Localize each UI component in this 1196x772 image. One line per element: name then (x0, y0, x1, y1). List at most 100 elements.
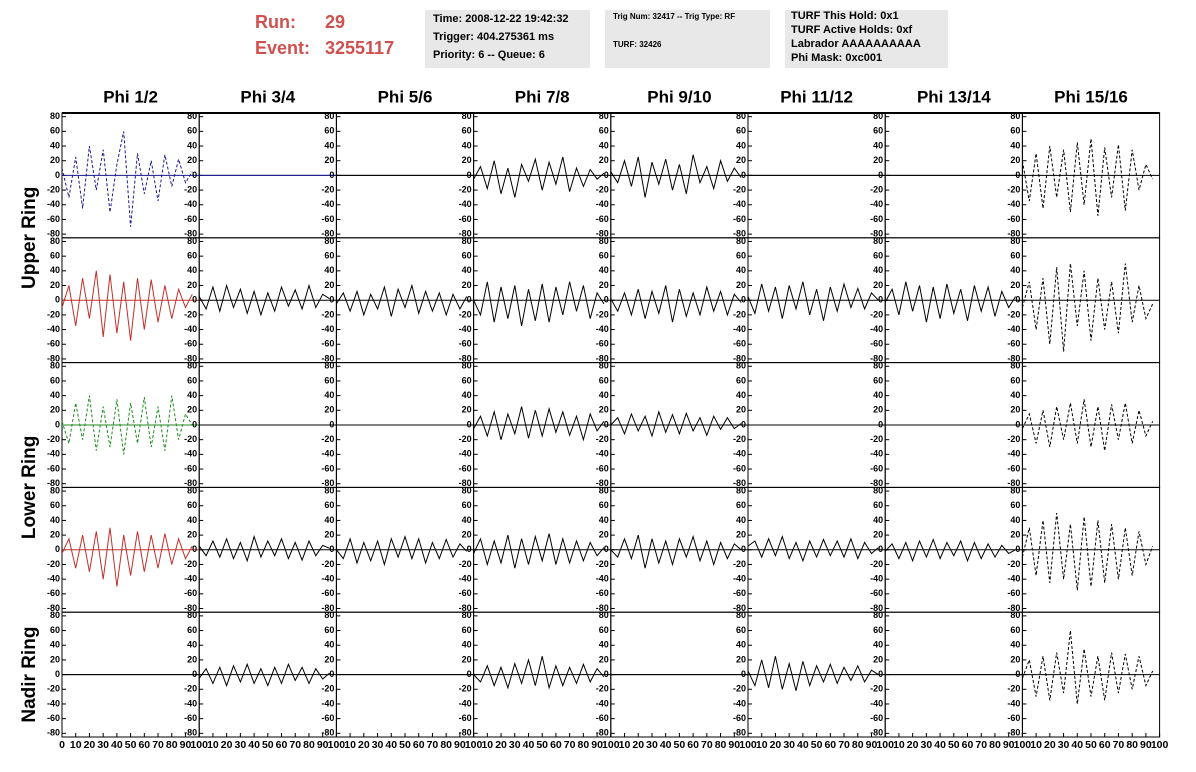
y-tick-label: 0 (878, 669, 883, 679)
x-tick-label: 60 (824, 739, 836, 751)
y-tick-label: -40 (459, 698, 472, 708)
x-tick-label: 60 (138, 739, 150, 751)
y-tick-label: 40 (736, 390, 746, 400)
x-tick-label: 50 (125, 739, 137, 751)
y-tick-label: -20 (733, 184, 746, 194)
y-tick-label: 40 (462, 140, 472, 150)
y-tick-label: 40 (873, 140, 883, 150)
y-tick-label: 80 (736, 610, 746, 620)
x-tick-label: 40 (934, 739, 946, 751)
y-tick-label: 20 (462, 155, 472, 165)
y-tick-label: -80 (184, 229, 197, 239)
x-tick-label: 50 (1085, 739, 1097, 751)
y-tick-label: -60 (596, 463, 609, 473)
y-tick-label: -60 (733, 463, 746, 473)
info-box (785, 10, 948, 68)
y-tick-label: 40 (50, 390, 60, 400)
x-tick-label: 80 (440, 739, 452, 751)
x-tick-label: 40 (797, 739, 809, 751)
y-tick-label: -60 (321, 463, 334, 473)
y-tick-label: -80 (870, 229, 883, 239)
y-tick-label: -40 (870, 698, 883, 708)
y-tick-label: -40 (733, 574, 746, 584)
y-tick-label: -60 (47, 588, 60, 598)
y-tick-label: -80 (870, 478, 883, 488)
y-tick-label: 0 (741, 669, 746, 679)
y-tick-label: 40 (50, 140, 60, 150)
y-tick-label: 0 (604, 669, 609, 679)
y-tick-label: 40 (599, 390, 609, 400)
waveform (61, 395, 193, 455)
y-tick-label: -60 (1007, 588, 1020, 598)
y-tick-label: 0 (604, 295, 609, 305)
y-tick-label: -20 (596, 434, 609, 444)
y-tick-label: 0 (878, 295, 883, 305)
x-tick-label: 30 (235, 739, 247, 751)
y-tick-label: 60 (873, 126, 883, 136)
y-tick-label: -20 (1007, 434, 1020, 444)
y-tick-label: -60 (459, 588, 472, 598)
y-tick-label: 80 (1010, 485, 1020, 495)
column-header: Phi 15/16 (1054, 87, 1128, 106)
y-tick-label: 20 (187, 405, 197, 415)
x-tick-label: 30 (921, 739, 933, 751)
y-tick-label: 60 (736, 375, 746, 385)
waveform (198, 534, 330, 563)
y-tick-label: 0 (329, 295, 334, 305)
column-header: Phi 3/4 (240, 87, 295, 106)
y-tick-label: -20 (47, 184, 60, 194)
y-tick-label: 20 (599, 280, 609, 290)
x-tick-label: 70 (427, 739, 439, 751)
y-tick-label: 0 (467, 544, 472, 554)
y-tick-label: -80 (321, 728, 334, 738)
x-tick-label: 20 (770, 739, 782, 751)
y-tick-label: 80 (324, 610, 334, 620)
y-tick-label: 40 (462, 265, 472, 275)
y-tick-label: 0 (741, 544, 746, 554)
info-text: Time: 2008-12-22 19:42:32 (433, 13, 569, 25)
y-tick-label: 20 (50, 280, 60, 290)
y-tick-label: 80 (324, 236, 334, 246)
y-tick-label: 80 (324, 361, 334, 371)
y-tick-label: -60 (321, 214, 334, 224)
y-tick-label: -60 (47, 463, 60, 473)
y-tick-label: 0 (1015, 669, 1020, 679)
y-tick-label: 20 (324, 155, 334, 165)
y-tick-label: 0 (1015, 544, 1020, 554)
y-tick-label: -80 (1007, 603, 1020, 613)
x-tick-label: 90 (1003, 739, 1015, 751)
y-tick-label: -20 (459, 559, 472, 569)
y-tick-label: -80 (47, 353, 60, 363)
column-header: Phi 9/10 (647, 87, 711, 106)
y-tick-label: 60 (599, 625, 609, 635)
x-tick-label: 90 (728, 739, 740, 751)
y-tick-label: 40 (599, 265, 609, 275)
y-tick-label: -60 (870, 588, 883, 598)
y-tick-label: 20 (187, 280, 197, 290)
x-tick-label: 40 (1071, 739, 1083, 751)
y-tick-label: -20 (870, 684, 883, 694)
y-tick-label: 60 (187, 126, 197, 136)
info-text: Phi Mask: 0xc001 (791, 52, 882, 64)
x-tick-label: 20 (495, 739, 507, 751)
y-tick-label: 80 (324, 111, 334, 121)
y-tick-label: 60 (187, 251, 197, 261)
x-tick-label: 70 (838, 739, 850, 751)
y-tick-label: 40 (736, 640, 746, 650)
y-tick-label: 20 (324, 405, 334, 415)
y-tick-label: -20 (596, 559, 609, 569)
x-tick-label: 80 (303, 739, 315, 751)
y-tick-label: -40 (1007, 449, 1020, 459)
y-tick-label: -20 (870, 309, 883, 319)
x-tick-label: 50 (262, 739, 274, 751)
y-tick-label: -80 (1007, 229, 1020, 239)
x-tick-label: 40 (385, 739, 397, 751)
y-tick-label: 40 (187, 640, 197, 650)
y-tick-label: 20 (736, 280, 746, 290)
x-tick-label: 60 (1099, 739, 1111, 751)
y-tick-label: 20 (599, 405, 609, 415)
x-tick-label: 80 (1126, 739, 1138, 751)
y-tick-label: -40 (459, 449, 472, 459)
y-tick-label: 20 (599, 529, 609, 539)
y-tick-label: -60 (733, 713, 746, 723)
